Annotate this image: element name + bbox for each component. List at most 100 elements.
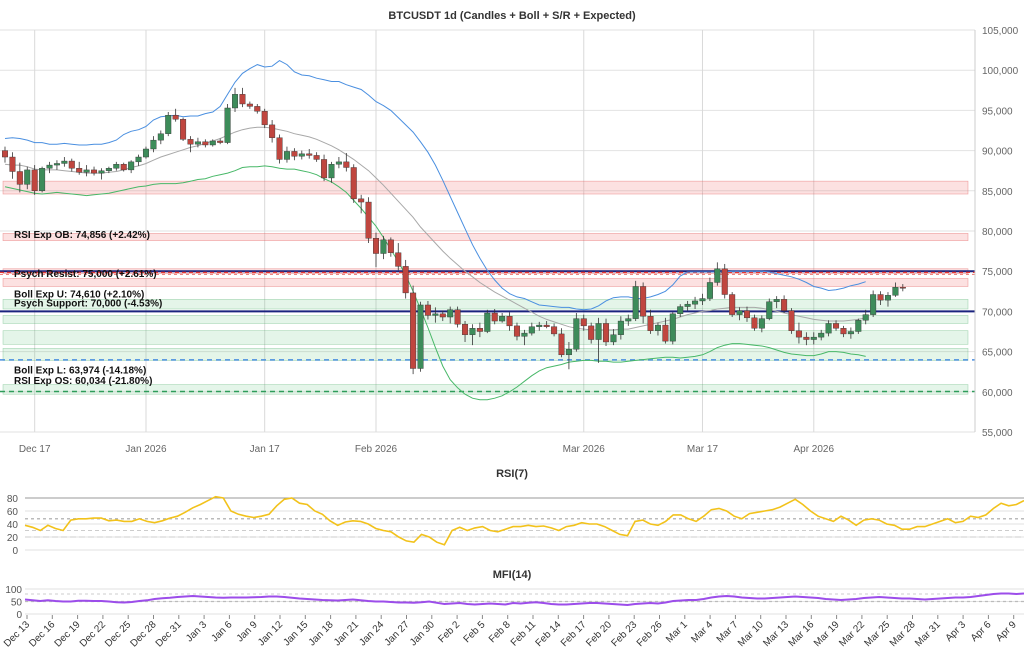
candle — [424, 300, 431, 320]
candle — [877, 291, 884, 305]
candle — [647, 309, 654, 334]
candle — [269, 120, 276, 143]
candle — [558, 328, 565, 358]
candle — [31, 165, 38, 195]
date-tick-label: Mar 28 — [888, 619, 918, 649]
price-y-tick: 100,000 — [982, 66, 1019, 77]
candle — [180, 117, 187, 141]
candle-body — [818, 332, 825, 338]
candle — [239, 87, 246, 108]
support-zone — [2, 348, 969, 361]
date-tick-label: Apr 9 — [994, 619, 1019, 644]
candle — [543, 321, 550, 329]
candle — [2, 146, 8, 163]
candle-body — [291, 151, 298, 157]
candle-body — [61, 160, 68, 164]
candle — [432, 307, 439, 323]
candle — [142, 146, 149, 159]
candle-body — [736, 310, 743, 315]
candle — [573, 313, 580, 352]
candle-body — [105, 168, 112, 171]
candle-body — [662, 324, 669, 342]
candle — [9, 152, 16, 179]
candle — [350, 164, 357, 203]
candle-body — [603, 323, 610, 343]
candle — [810, 332, 817, 345]
candle — [410, 285, 417, 375]
candle-body — [276, 137, 283, 160]
candle-body — [506, 316, 513, 327]
candle — [165, 112, 172, 137]
candle — [462, 321, 469, 342]
candle-body — [528, 326, 535, 334]
candle — [833, 320, 840, 331]
candle-body — [402, 266, 409, 294]
date-tick-label: Feb 20 — [584, 619, 614, 649]
candle-body — [98, 170, 105, 174]
candle — [506, 312, 513, 331]
level-annotation: Boll Exp L: 63,974 (-14.18%) — [14, 365, 146, 376]
candle — [884, 292, 891, 307]
candle-body — [862, 314, 869, 321]
candle — [499, 313, 506, 323]
candle — [150, 136, 157, 153]
candle — [595, 317, 602, 363]
support-zone — [2, 330, 969, 345]
date-tick-label: Jan 6 — [209, 619, 234, 644]
mfi-y-tick: 50 — [11, 598, 23, 609]
candle-body — [120, 164, 127, 171]
candle-body — [543, 324, 550, 327]
candle — [24, 166, 31, 190]
candle-body — [246, 103, 253, 107]
candle-body — [172, 115, 179, 120]
candle — [16, 162, 23, 193]
candle — [536, 321, 543, 331]
candle-body — [31, 169, 38, 191]
candle — [76, 161, 83, 175]
date-tick-label: Jan 27 — [383, 619, 412, 648]
date-tick-label: Dec 19 — [53, 619, 83, 649]
candle-body — [610, 334, 617, 343]
date-tick-label: Dec 22 — [78, 619, 108, 649]
level-annotations: RSI Exp OB: 74,856 (+2.42%) Psych Resist:… — [14, 230, 162, 387]
candle — [291, 148, 298, 161]
date-tick-label: Mar 13 — [761, 619, 791, 649]
candle-body — [632, 286, 639, 319]
candle — [261, 108, 268, 129]
support-zone — [2, 384, 969, 395]
date-tick-label: Jan 12 — [256, 619, 285, 648]
candle — [306, 148, 313, 159]
boll-lower-band — [4, 165, 866, 401]
candle — [328, 161, 335, 183]
price-y-tick: 70,000 — [982, 307, 1013, 318]
candle-body — [417, 304, 424, 369]
candle — [788, 308, 795, 334]
date-tick-label: Feb 11 — [509, 619, 539, 649]
candle — [795, 322, 802, 344]
rsi-grid: 0 20 40 60 80 — [7, 494, 1024, 557]
candle-body — [410, 292, 417, 369]
candle-body — [714, 268, 721, 283]
candle — [120, 162, 127, 172]
price-y-tick: 105,000 — [982, 26, 1019, 37]
candle-body — [209, 140, 216, 146]
candle-body — [261, 111, 268, 126]
resistance-zone — [2, 233, 969, 241]
candle — [684, 300, 691, 311]
price-y-tick: 90,000 — [982, 147, 1013, 158]
price-x-tick: Mar 2026 — [563, 444, 606, 455]
candle-body — [373, 238, 380, 254]
candle-body — [699, 298, 706, 302]
support-zone — [2, 299, 969, 310]
candle — [209, 139, 216, 147]
candle-body — [781, 299, 788, 311]
candle-body — [476, 328, 483, 332]
date-tick-label: Dec 25 — [103, 619, 133, 649]
date-tick-label: Mar 10 — [736, 619, 766, 649]
candle-body — [321, 159, 328, 179]
candle-body — [142, 148, 149, 158]
candle-body — [424, 304, 431, 316]
candle-body — [870, 294, 877, 315]
candle-body — [677, 306, 684, 315]
